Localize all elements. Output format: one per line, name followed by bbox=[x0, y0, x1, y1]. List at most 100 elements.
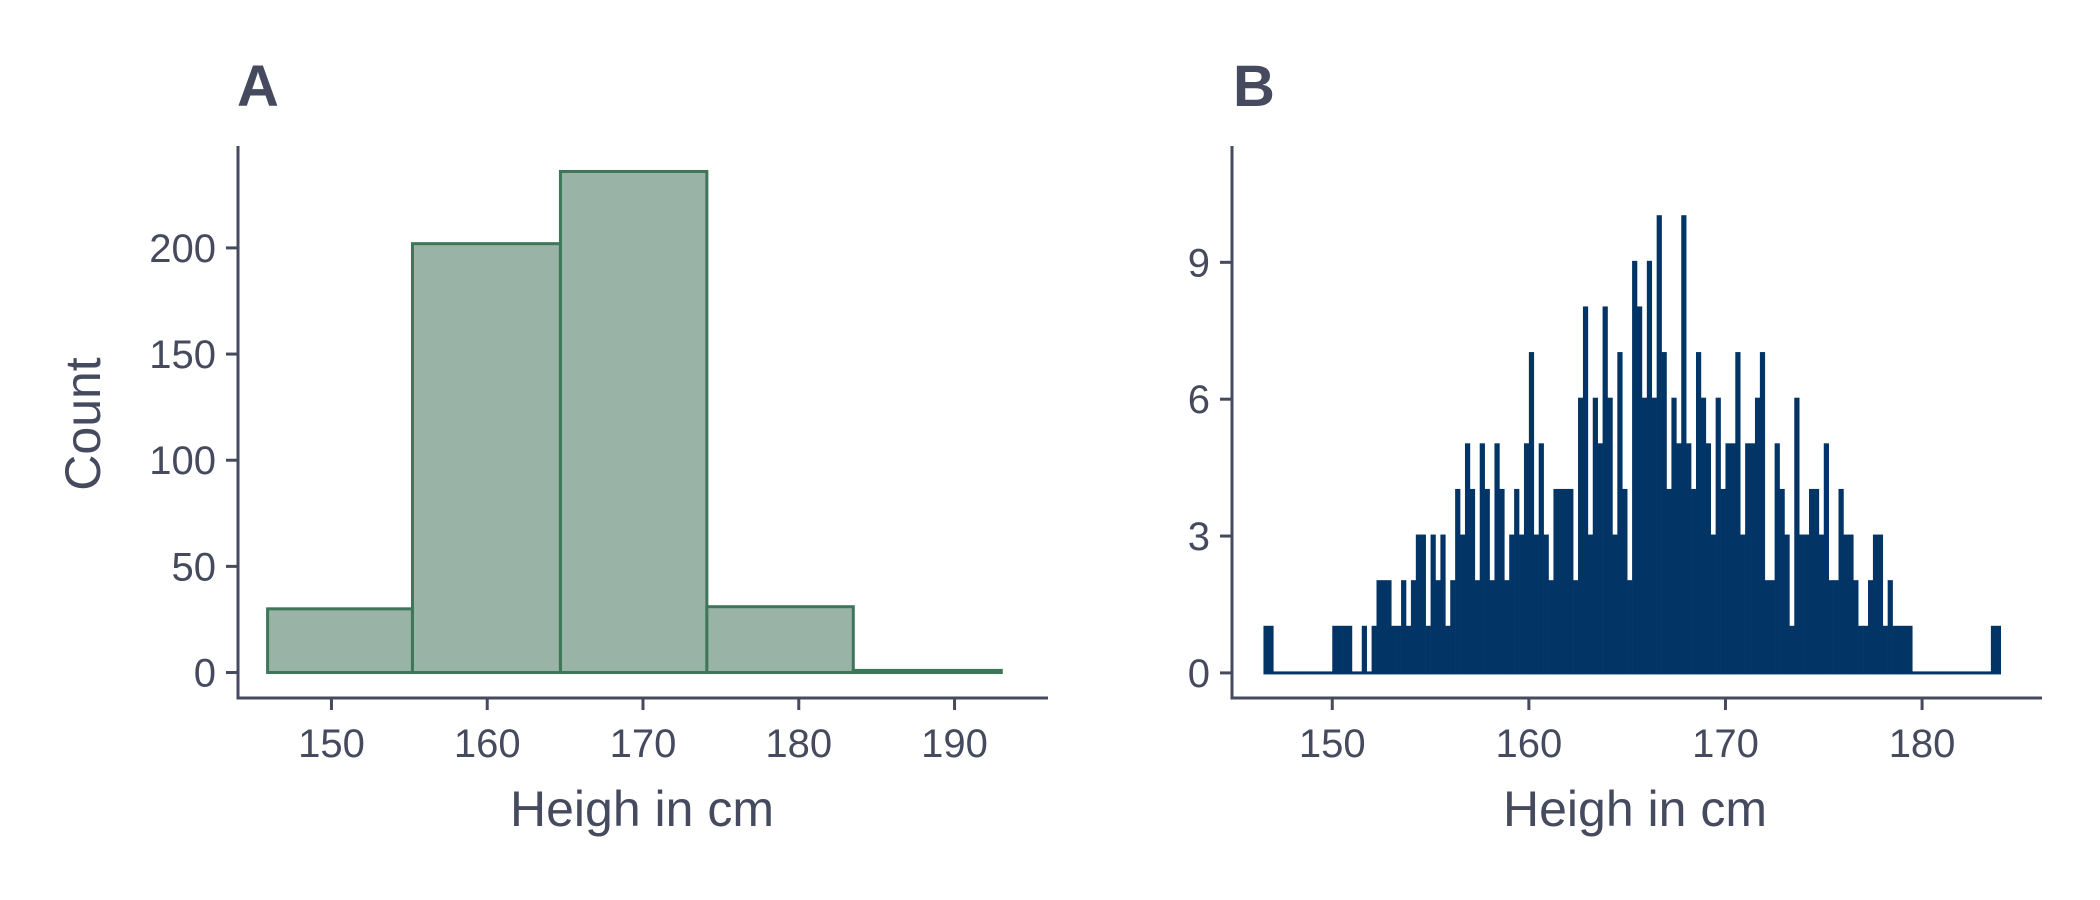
panel-b-bar-56 bbox=[1538, 443, 1544, 675]
panel-b-bar-68 bbox=[1597, 443, 1603, 675]
panel-b-bar-136 bbox=[1931, 671, 1938, 675]
panel-b-bar-116 bbox=[1833, 580, 1839, 675]
panel-b-bar-90 bbox=[1705, 443, 1712, 675]
panel-b-bar-30 bbox=[1410, 580, 1417, 675]
panel-b-bar-42 bbox=[1469, 488, 1476, 675]
panel-b-bar-91 bbox=[1710, 534, 1716, 675]
panel-b-bar-71 bbox=[1612, 534, 1618, 675]
panel-b-bars bbox=[1263, 215, 2002, 675]
panel-b-bar-99 bbox=[1750, 443, 1756, 675]
panel-b-bar-93 bbox=[1720, 488, 1726, 675]
panel-b-bar-48 bbox=[1499, 488, 1505, 675]
panel-b-bar-149 bbox=[1995, 625, 2002, 675]
panel-b-bar-28 bbox=[1401, 580, 1407, 675]
panel-b-bar-140 bbox=[1951, 671, 1957, 675]
panel-b-bar-47 bbox=[1494, 443, 1500, 675]
panel-b-bar-83 bbox=[1671, 397, 1677, 675]
panel-b-bar-77 bbox=[1641, 397, 1648, 675]
panel-b-bar-119 bbox=[1848, 534, 1854, 675]
panel-b-bar-58 bbox=[1548, 580, 1554, 675]
panel-b-bar-137 bbox=[1936, 671, 1943, 675]
histogram-panel-b: B 150 160 170 180 0 3 6 9 Heigh in cm bbox=[1188, 54, 2042, 837]
panel-a-x-tick-label-0: 150 bbox=[298, 722, 365, 766]
panel-b-bar-3 bbox=[1278, 671, 1284, 675]
panel-b-bar-73 bbox=[1622, 488, 1628, 675]
panel-a-bar-0 bbox=[266, 607, 414, 675]
panel-b-y-tick-label-3: 9 bbox=[1188, 241, 1210, 285]
panel-b-bar-98 bbox=[1745, 443, 1751, 675]
panel-b-bar-33 bbox=[1425, 625, 1431, 675]
panel-b-bar-7 bbox=[1297, 671, 1304, 675]
panel-b-bar-135 bbox=[1926, 671, 1933, 675]
panel-b-bar-38 bbox=[1450, 580, 1456, 675]
panel-b-bar-117 bbox=[1838, 488, 1844, 675]
panel-b-bar-19 bbox=[1356, 671, 1363, 675]
panel-b-bar-39 bbox=[1455, 488, 1461, 675]
panel-b-bar-62 bbox=[1568, 488, 1574, 675]
panel-b-bar-26 bbox=[1391, 625, 1397, 675]
panel-b-bar-37 bbox=[1445, 625, 1451, 675]
panel-b-bar-141 bbox=[1956, 671, 1962, 675]
panel-b-bar-52 bbox=[1519, 534, 1525, 675]
panel-b-bar-75 bbox=[1632, 260, 1638, 675]
panel-b-bar-20 bbox=[1361, 625, 1367, 675]
panel-b-bar-82 bbox=[1666, 488, 1672, 675]
panel-b-bar-107 bbox=[1789, 625, 1795, 675]
panel-a-y-axis-title: Count bbox=[55, 357, 111, 491]
panel-b-bar-86 bbox=[1686, 443, 1692, 675]
panel-b-bar-147 bbox=[1985, 671, 1992, 675]
panel-b-bar-145 bbox=[1976, 671, 1982, 675]
panel-a-x-tick-label-2: 170 bbox=[610, 722, 677, 766]
panel-b-bar-43 bbox=[1474, 580, 1481, 675]
panel-b-bar-124 bbox=[1872, 534, 1879, 675]
panel-b-bar-103 bbox=[1769, 580, 1775, 675]
panel-b-bar-57 bbox=[1543, 534, 1549, 675]
panel-b-bar-64 bbox=[1578, 397, 1584, 675]
panel-b-bar-144 bbox=[1971, 671, 1977, 675]
panel-b-bar-110 bbox=[1804, 534, 1810, 675]
panel-b-bar-4 bbox=[1283, 671, 1289, 675]
panel-b-bar-60 bbox=[1558, 488, 1564, 675]
panel-b-bar-9 bbox=[1307, 671, 1313, 675]
panel-a-bar-3 bbox=[705, 605, 855, 675]
panel-b-bar-106 bbox=[1784, 534, 1790, 675]
panel-b-bar-59 bbox=[1553, 488, 1559, 675]
panel-b-tag: B bbox=[1233, 54, 1275, 119]
panel-b-bar-122 bbox=[1863, 625, 1869, 675]
panel-b-bar-109 bbox=[1799, 534, 1805, 675]
panel-b-bar-84 bbox=[1676, 443, 1682, 675]
panel-b-bar-13 bbox=[1327, 671, 1333, 675]
panel-b-bar-104 bbox=[1774, 443, 1780, 675]
panel-b-bar-18 bbox=[1351, 671, 1358, 675]
panel-b-y-tick-label-0: 0 bbox=[1188, 652, 1210, 696]
panel-b-bar-128 bbox=[1892, 625, 1898, 675]
panel-b-bar-25 bbox=[1386, 580, 1392, 675]
panel-b-bar-12 bbox=[1322, 671, 1328, 675]
panel-b-bar-32 bbox=[1420, 534, 1426, 675]
panel-b-bar-148 bbox=[1990, 625, 1997, 675]
panel-a-y-tick-label-0: 0 bbox=[194, 652, 216, 696]
panel-b-x-tick-label-0: 150 bbox=[1299, 722, 1366, 766]
panel-b-bar-65 bbox=[1582, 306, 1589, 675]
panel-b-bar-5 bbox=[1288, 671, 1294, 675]
panel-b-bar-22 bbox=[1371, 625, 1377, 675]
panel-b-bar-27 bbox=[1396, 625, 1402, 675]
panel-b-bar-16 bbox=[1342, 625, 1348, 675]
panel-b-bar-118 bbox=[1843, 534, 1849, 675]
panel-a-bars bbox=[266, 169, 1003, 675]
panel-b-bar-63 bbox=[1573, 580, 1579, 675]
panel-b-bar-79 bbox=[1651, 397, 1657, 675]
panel-b-bar-29 bbox=[1405, 625, 1412, 675]
panel-b-bar-108 bbox=[1794, 397, 1800, 675]
panel-b-bar-121 bbox=[1858, 625, 1864, 675]
panel-b-bar-105 bbox=[1779, 488, 1785, 675]
panel-b-bar-41 bbox=[1464, 443, 1471, 675]
panel-b-bar-143 bbox=[1966, 671, 1972, 675]
panel-b-x-tick-label-3: 180 bbox=[1889, 722, 1956, 766]
panel-a-y-tick-label-1: 50 bbox=[172, 545, 217, 589]
panel-b-ticks: 150 160 170 180 0 3 6 9 bbox=[1188, 241, 1956, 766]
panel-b-bar-115 bbox=[1828, 580, 1834, 675]
panel-b-bar-44 bbox=[1479, 443, 1485, 675]
panel-b-bar-67 bbox=[1592, 397, 1598, 675]
panel-b-bar-101 bbox=[1759, 352, 1766, 675]
